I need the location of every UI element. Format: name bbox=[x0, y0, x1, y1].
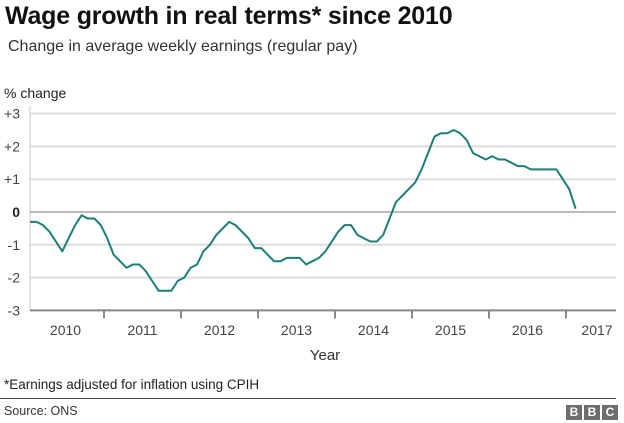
x-axis-label: Year bbox=[310, 347, 340, 364]
x-tick-label: 2010 bbox=[50, 322, 81, 338]
x-tick-label: 2014 bbox=[358, 322, 389, 338]
x-tick-label: 2013 bbox=[281, 322, 312, 338]
x-tick-label: 2012 bbox=[204, 322, 235, 338]
y-tick-label: +1 bbox=[4, 171, 20, 187]
footnote: *Earnings adjusted for inflation using C… bbox=[4, 377, 260, 392]
x-tick-label: 2017 bbox=[581, 322, 612, 338]
y-tick-label: -1 bbox=[8, 237, 21, 253]
x-tick-label: 2015 bbox=[435, 322, 466, 338]
y-tick-label: -3 bbox=[8, 302, 21, 318]
y-tick-label: 0 bbox=[12, 204, 20, 220]
y-tick-label: +3 bbox=[4, 106, 20, 122]
divider bbox=[0, 398, 616, 399]
x-tick-label: 2011 bbox=[127, 322, 157, 338]
y-axis-label: % change bbox=[4, 85, 66, 101]
series-line bbox=[30, 129, 577, 292]
source-note: Source: ONS bbox=[4, 404, 78, 418]
y-tick-label: +2 bbox=[4, 138, 20, 154]
chart-title: Wage growth in real terms* since 2010 bbox=[5, 2, 453, 30]
y-tick-label: -2 bbox=[8, 270, 21, 286]
chart-subtitle: Change in average weekly earnings (regul… bbox=[8, 38, 358, 55]
x-tick-label: 2016 bbox=[512, 322, 543, 338]
